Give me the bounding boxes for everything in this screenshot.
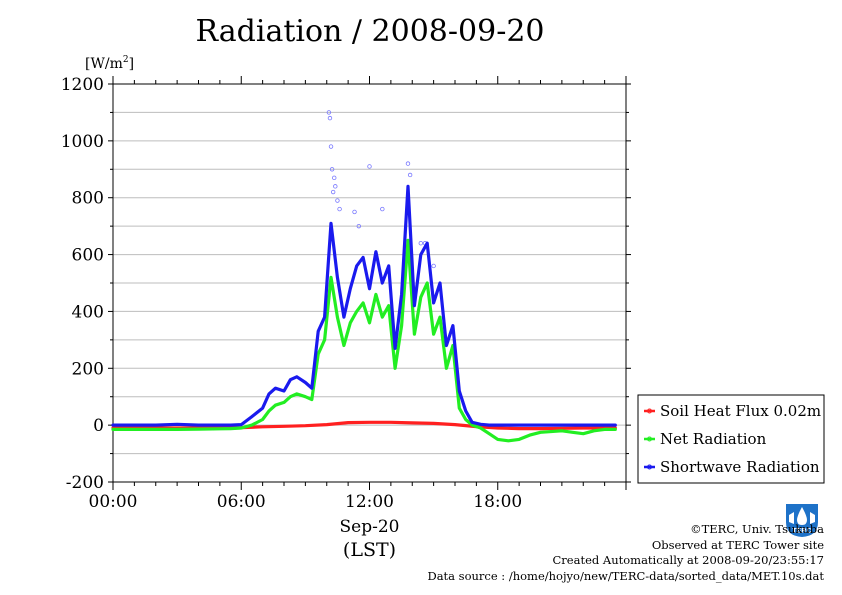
x-tick-label: 12:00: [345, 492, 394, 512]
outlier-point: [405, 161, 411, 166]
chart-title: Radiation / 2008-09-20: [195, 14, 545, 49]
data-source-text: Data source : /home/hojyo/new/TERC-data/…: [427, 568, 824, 583]
outlier-point: [356, 223, 362, 229]
y-tick-label: 1000: [61, 132, 104, 152]
legend-label-1: Net Radiation: [660, 430, 767, 448]
date-label: Sep-20: [340, 517, 400, 537]
outlier-point: [380, 206, 385, 212]
outlier-point: [327, 115, 333, 121]
credits-block: ©TERC, Univ. Tsukuba Observed at TERC To…: [427, 522, 824, 584]
logo-text: TERC: [792, 528, 811, 535]
y-tick-label: 800: [72, 189, 104, 209]
copyright-text: ©TERC, Univ. Tsukuba: [690, 522, 824, 536]
terc-logo: TERC: [786, 504, 818, 537]
outlier-point: [330, 189, 336, 195]
outlier-point: [329, 167, 335, 172]
y-tick-label: 1200: [61, 75, 104, 95]
y-tick-label: 200: [72, 359, 104, 379]
legend-marker-1: [647, 436, 652, 442]
outlier-point: [326, 110, 332, 115]
outlier-point: [328, 144, 334, 149]
legend-label-2: Shortwave Radiation: [660, 458, 820, 476]
x-tick-label: 06:00: [217, 492, 266, 512]
x-tick-label: 00:00: [89, 492, 138, 512]
outlier-point: [332, 175, 337, 181]
x-tick-label: 18:00: [473, 492, 522, 512]
series-line-1: [111, 238, 617, 443]
observed-text: Observed at TERC Tower site: [651, 537, 824, 552]
outlier-point: [367, 164, 372, 169]
outlier-point: [407, 172, 413, 178]
outlier-point: [337, 206, 342, 212]
y-axis-unit: [W/m2]: [85, 55, 134, 72]
y-tick-label: 400: [72, 302, 104, 322]
x-axis-label: (LST): [343, 539, 396, 561]
y-tick-label: 0: [93, 416, 104, 436]
y-tick-label: -200: [66, 473, 104, 493]
legend-marker-2: [647, 464, 652, 470]
legend-marker-0: [647, 408, 652, 414]
outlier-point: [352, 209, 357, 215]
legend-box: [637, 394, 825, 484]
created-text: Created Automatically at 2008-09-20/23:5…: [552, 553, 825, 567]
y-tick-label: 600: [72, 246, 104, 266]
outlier-point: [431, 263, 436, 269]
series-line-0: [111, 420, 617, 431]
outlier-point: [333, 184, 338, 189]
outlier-point: [418, 240, 423, 246]
outlier-point: [335, 198, 340, 203]
legend-label-0: Soil Heat Flux 0.02m: [660, 402, 821, 420]
series-line-2: [111, 184, 617, 427]
